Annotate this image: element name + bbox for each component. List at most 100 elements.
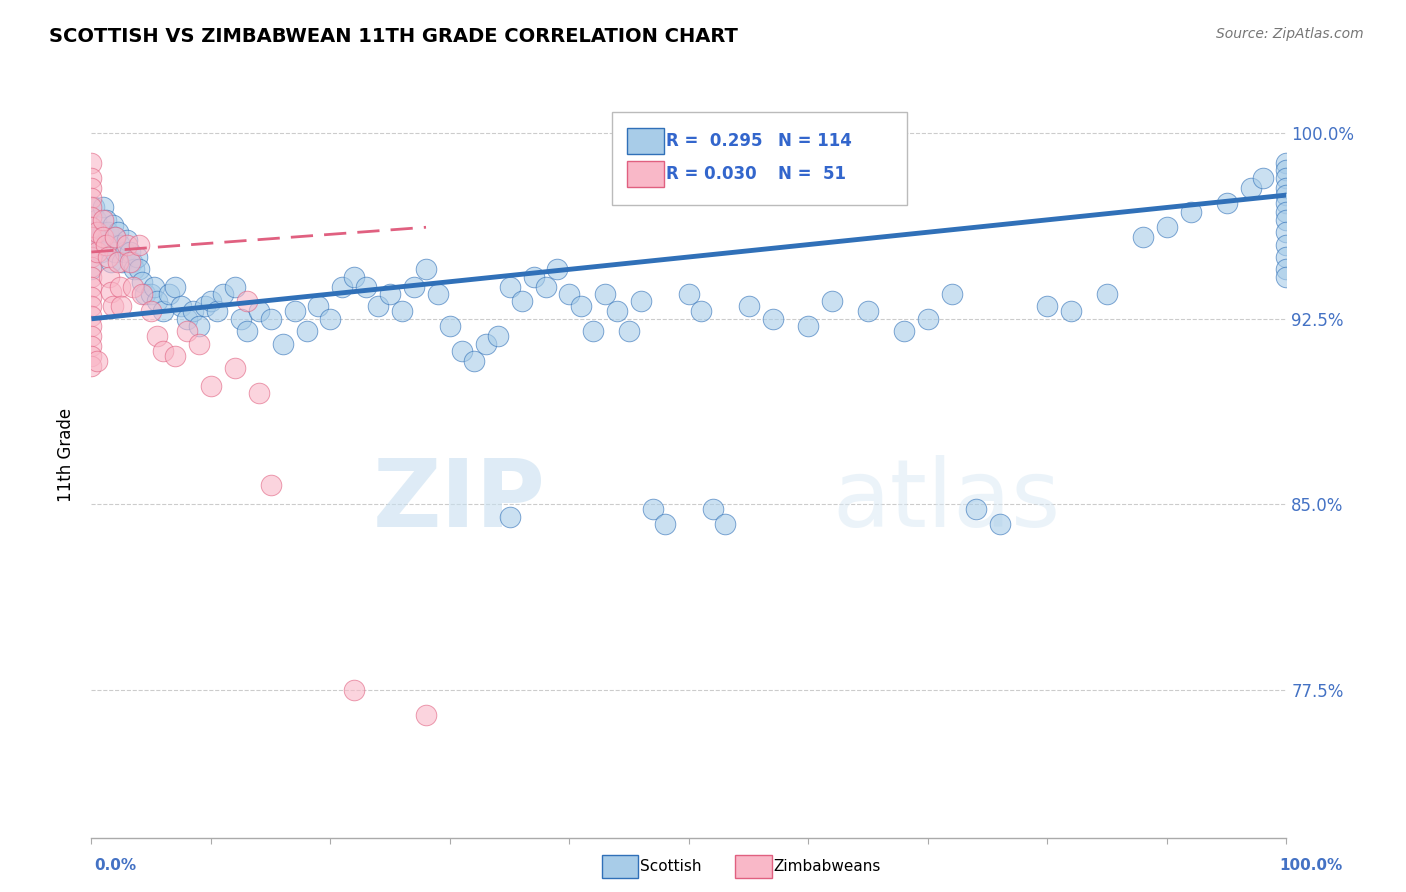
Point bbox=[134, 287, 156, 301]
Point bbox=[97, 225, 120, 239]
Point bbox=[547, 262, 569, 277]
Text: Zimbabweans: Zimbabweans bbox=[773, 859, 880, 873]
Point bbox=[101, 218, 124, 232]
Point bbox=[367, 300, 389, 314]
Point bbox=[1275, 237, 1298, 252]
Point bbox=[205, 304, 228, 318]
Point bbox=[146, 329, 169, 343]
Point bbox=[1156, 220, 1178, 235]
Point bbox=[247, 386, 270, 401]
Point bbox=[404, 279, 426, 293]
Point bbox=[118, 245, 141, 260]
Point bbox=[761, 311, 783, 326]
Point bbox=[83, 201, 105, 215]
Point bbox=[80, 300, 103, 314]
Point bbox=[86, 354, 108, 368]
Point bbox=[90, 245, 112, 260]
Point bbox=[131, 275, 153, 289]
Point bbox=[110, 300, 132, 314]
Point bbox=[115, 233, 138, 247]
Point bbox=[821, 294, 844, 309]
Point bbox=[630, 294, 652, 309]
Point bbox=[678, 287, 700, 301]
Point bbox=[1240, 180, 1263, 194]
Point bbox=[235, 324, 259, 338]
Point bbox=[93, 201, 114, 215]
Point bbox=[128, 262, 150, 277]
Point bbox=[93, 237, 114, 252]
Point bbox=[1132, 230, 1154, 244]
Point bbox=[510, 294, 533, 309]
Point bbox=[654, 517, 676, 532]
Point bbox=[87, 225, 110, 239]
Point bbox=[86, 225, 108, 239]
Text: R =  0.295: R = 0.295 bbox=[666, 132, 763, 151]
Point bbox=[80, 289, 103, 303]
Point bbox=[101, 300, 124, 314]
Point bbox=[100, 255, 122, 269]
Point bbox=[141, 287, 162, 301]
Point bbox=[1215, 195, 1237, 210]
Point bbox=[1275, 188, 1298, 202]
Point bbox=[176, 311, 198, 326]
Point bbox=[176, 324, 198, 338]
Point bbox=[80, 262, 103, 277]
Point bbox=[797, 319, 820, 334]
Point bbox=[259, 311, 281, 326]
Point bbox=[142, 279, 165, 293]
Point bbox=[224, 361, 246, 376]
Point bbox=[115, 237, 138, 252]
Point bbox=[108, 279, 131, 293]
Point bbox=[131, 287, 153, 301]
Text: 0.0%: 0.0% bbox=[94, 858, 136, 872]
Point bbox=[450, 343, 472, 358]
Text: Source: ZipAtlas.com: Source: ZipAtlas.com bbox=[1216, 27, 1364, 41]
Point bbox=[463, 354, 485, 368]
Point bbox=[1275, 269, 1298, 284]
Point bbox=[170, 300, 193, 314]
Point bbox=[486, 329, 509, 343]
Point bbox=[284, 304, 307, 318]
Point bbox=[558, 287, 581, 301]
Point bbox=[80, 250, 103, 264]
Point bbox=[1036, 300, 1059, 314]
Point bbox=[80, 279, 103, 293]
Point bbox=[80, 359, 103, 373]
Point bbox=[194, 300, 217, 314]
Text: atlas: atlas bbox=[832, 455, 1060, 547]
Point bbox=[80, 201, 103, 215]
Point bbox=[415, 262, 437, 277]
Point bbox=[1275, 225, 1298, 239]
Point bbox=[1180, 205, 1202, 219]
Point bbox=[224, 279, 246, 293]
Point bbox=[211, 287, 233, 301]
Point bbox=[856, 304, 880, 318]
Point bbox=[498, 279, 520, 293]
Point bbox=[94, 212, 117, 227]
Point bbox=[86, 245, 108, 260]
Point bbox=[941, 287, 963, 301]
Point bbox=[619, 324, 641, 338]
Point bbox=[187, 319, 211, 334]
Point bbox=[80, 269, 103, 284]
Point bbox=[737, 300, 759, 314]
Point bbox=[1275, 250, 1298, 264]
Point bbox=[259, 477, 281, 491]
Point bbox=[498, 509, 520, 524]
Point bbox=[271, 336, 294, 351]
Point bbox=[80, 190, 103, 204]
Point bbox=[235, 294, 259, 309]
Point bbox=[152, 343, 174, 358]
Point bbox=[229, 311, 252, 326]
Point bbox=[104, 245, 127, 260]
Point bbox=[415, 707, 437, 722]
Point bbox=[94, 237, 117, 252]
Point bbox=[80, 319, 103, 334]
Text: R = 0.030: R = 0.030 bbox=[666, 165, 756, 184]
Text: 100.0%: 100.0% bbox=[1279, 858, 1343, 872]
Point bbox=[988, 517, 1011, 532]
Point bbox=[104, 230, 127, 244]
Text: SCOTTISH VS ZIMBABWEAN 11TH GRADE CORRELATION CHART: SCOTTISH VS ZIMBABWEAN 11TH GRADE CORREL… bbox=[49, 27, 738, 45]
Point bbox=[80, 329, 103, 343]
Point bbox=[295, 324, 318, 338]
